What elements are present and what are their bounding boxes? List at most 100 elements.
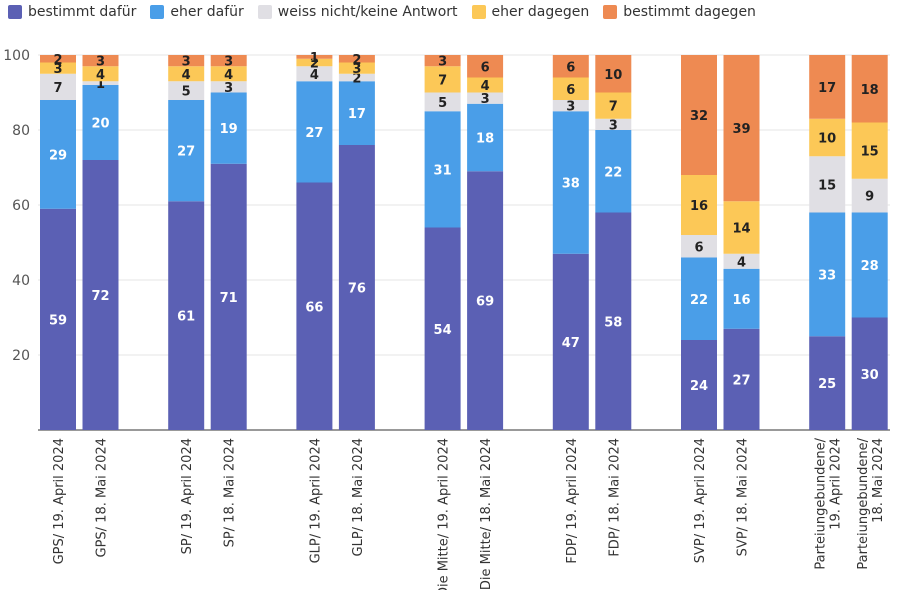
bar-segment <box>681 257 717 340</box>
bar-segment <box>424 92 461 112</box>
data-label: 3 <box>566 100 575 115</box>
x-tick-label: FDP/ 19. April 2024 <box>565 438 580 564</box>
legend-swatch <box>150 5 165 19</box>
bar-segment <box>723 201 760 254</box>
legend-item[interactable]: bestimmt dagegen <box>603 4 756 20</box>
bar-segment <box>467 77 504 93</box>
data-label: 7 <box>609 100 618 115</box>
data-label: 6 <box>566 83 575 98</box>
bar-segment <box>851 122 888 179</box>
bar-segment <box>723 268 760 329</box>
data-label: 3 <box>224 81 233 96</box>
bar-segment <box>296 55 333 59</box>
y-tick-label: 60 <box>12 198 30 214</box>
data-label: 19 <box>220 122 238 137</box>
legend-label: weiss nicht/keine Antwort <box>277 4 458 20</box>
bar-segment <box>595 92 632 119</box>
bar-segment <box>168 66 205 82</box>
data-label: 24 <box>690 379 708 394</box>
data-label: 31 <box>434 163 452 178</box>
data-label: 6 <box>694 240 703 255</box>
data-label: 6 <box>566 60 575 75</box>
legend-swatch <box>471 5 486 19</box>
bar-segment <box>40 62 76 74</box>
bar-segment <box>851 317 888 430</box>
x-tick-label: Die Mitte/ 18. Mai 2024 <box>479 438 494 590</box>
data-label: 1 <box>96 77 105 92</box>
legend: bestimmt dafür eher dafür weiss nicht/kein… <box>8 4 756 20</box>
x-tick-label: Die Mitte/ 19. April 2024 <box>437 438 452 590</box>
data-label: 4 <box>481 79 490 94</box>
legend-item[interactable]: bestimmt dafür <box>8 4 136 20</box>
bar-segment <box>296 81 333 183</box>
data-label: 17 <box>348 107 366 122</box>
bar-segment <box>82 55 119 67</box>
data-label: 2 <box>352 72 361 87</box>
data-label: 3 <box>352 62 361 77</box>
bar-segment <box>168 201 205 430</box>
bar-segment <box>851 212 888 318</box>
legend-swatch <box>603 5 618 19</box>
bar-segment <box>552 100 589 112</box>
data-label: 59 <box>49 313 67 328</box>
legend-item[interactable]: weiss nicht/keine Antwort <box>257 4 458 20</box>
bar-segment <box>424 227 461 430</box>
data-label: 3 <box>481 92 490 107</box>
x-tick-label-group: GLP/ 18. Mai 2024 <box>351 438 366 557</box>
data-label: 4 <box>224 68 233 83</box>
data-label: 14 <box>732 222 750 237</box>
x-tick-label-group: SVP/ 18. Mai 2024 <box>736 438 751 556</box>
data-label: 71 <box>220 291 238 306</box>
legend-item[interactable]: eher dagegen <box>471 4 589 20</box>
x-tick-label-group: GPS/ 19. April 2024 <box>52 438 67 564</box>
data-label: 5 <box>438 96 447 111</box>
x-tick-label: GPS/ 19. April 2024 <box>52 438 67 564</box>
bar-segment <box>851 55 888 123</box>
bar-segment <box>338 62 375 74</box>
bar-segment <box>168 55 205 67</box>
data-label: 39 <box>732 122 750 137</box>
data-label: 7 <box>53 81 62 96</box>
x-tick-label-group: SVP/ 19. April 2024 <box>693 438 708 563</box>
legend-item[interactable]: eher dafür <box>150 4 244 20</box>
bar-segment <box>723 253 760 269</box>
data-label: 3 <box>224 55 233 70</box>
legend-swatch <box>8 5 22 19</box>
bar-segment <box>424 111 461 228</box>
x-tick-label-group: Parteiungebundene/18. Mai 2024 <box>856 437 886 569</box>
data-label: 10 <box>818 132 836 147</box>
data-label: 18 <box>861 83 879 98</box>
data-label: 3 <box>53 62 62 77</box>
data-label: 28 <box>861 259 879 274</box>
data-label: 2 <box>352 53 361 68</box>
data-label: 16 <box>690 199 708 214</box>
bar-segment <box>681 175 717 235</box>
bar-segment <box>851 178 888 213</box>
data-label: 27 <box>305 126 323 141</box>
bar-segment <box>552 55 589 78</box>
bar-segment <box>681 55 717 175</box>
x-tick-label-group: SP/ 18. Mai 2024 <box>223 438 238 547</box>
y-tick-label: 20 <box>12 348 30 364</box>
data-label: 22 <box>690 293 708 308</box>
data-label: 2 <box>310 57 319 72</box>
bar-segment <box>595 212 632 430</box>
bar-segment <box>40 208 76 430</box>
bar-segment <box>338 73 375 82</box>
bar-segment <box>809 55 846 119</box>
bar-segment <box>595 55 632 93</box>
data-label: 3 <box>609 118 618 133</box>
x-tick-label: GLP/ 19. April 2024 <box>308 438 323 563</box>
data-label: 4 <box>737 255 746 270</box>
bar-segment <box>40 100 76 209</box>
bar-segment <box>681 340 717 430</box>
bar-segment <box>338 81 375 145</box>
y-tick-label: 80 <box>12 123 30 139</box>
data-label: 3 <box>438 55 447 70</box>
bar-segment <box>809 118 846 157</box>
data-label: 6 <box>481 60 490 75</box>
data-label: 58 <box>604 315 622 330</box>
data-label: 72 <box>91 289 109 304</box>
